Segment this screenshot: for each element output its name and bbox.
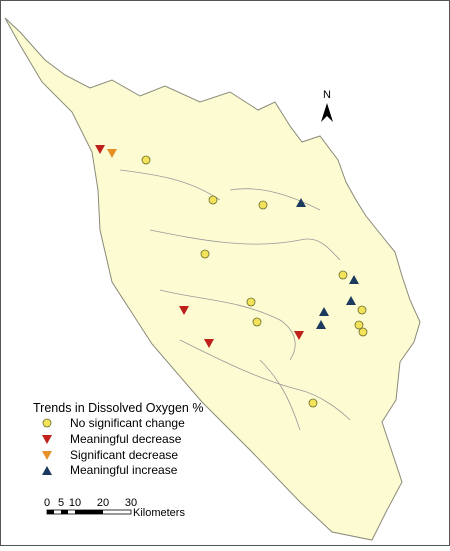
scale-bar-segment: [61, 510, 68, 514]
site-meaningful-decrease: [204, 339, 214, 348]
legend-symbol: [42, 466, 52, 475]
scale-unit: Kilometers: [133, 507, 185, 519]
legend-label: No significant change: [70, 416, 185, 430]
site-no-change: [141, 155, 151, 165]
site-meaningful-decrease: [179, 306, 189, 315]
site-meaningful-decrease: [294, 331, 304, 340]
site-meaningful-increase: [316, 320, 326, 329]
north-arrow: N: [321, 89, 333, 122]
legend: Trends in Dissolved Oxygen % No signific…: [33, 401, 203, 477]
scale-bar-segment: [47, 510, 54, 514]
north-label: N: [323, 89, 331, 101]
scale-tick-label: 10: [69, 497, 81, 509]
scale-tick-label: 20: [97, 497, 109, 509]
site-meaningful-increase: [296, 198, 306, 207]
north-arrow-head: [321, 103, 333, 122]
site-no-change: [354, 320, 364, 330]
scale-tick-label: 30: [125, 497, 137, 509]
site-no-change: [357, 305, 367, 315]
site-no-change: [358, 327, 368, 337]
site-meaningful-increase: [349, 275, 359, 284]
site-no-change: [246, 297, 256, 307]
scale-tick-label: 0: [44, 497, 50, 509]
site-meaningful-increase: [346, 296, 356, 305]
scale-bar-segment: [75, 510, 103, 514]
site-no-change: [258, 200, 268, 210]
site-no-change: [208, 195, 218, 205]
site-significant-decrease: [107, 149, 117, 158]
site-meaningful-increase: [319, 307, 329, 316]
legend-label: Meaningful increase: [70, 463, 178, 477]
legend-label: Meaningful decrease: [70, 432, 182, 446]
scale-tick-label: 5: [58, 497, 64, 509]
site-meaningful-decrease: [95, 145, 105, 154]
legend-symbol: [42, 435, 52, 444]
site-no-change: [308, 398, 318, 408]
legend-title: Trends in Dissolved Oxygen %: [33, 401, 203, 415]
markers: [95, 145, 368, 408]
legend-symbol: [42, 418, 52, 428]
legend-label: Significant decrease: [70, 448, 178, 462]
rivers: [119, 169, 351, 431]
site-no-change: [252, 317, 262, 327]
site-no-change: [338, 270, 348, 280]
land: [4, 17, 421, 541]
legend-symbol: [42, 451, 52, 460]
site-no-change: [200, 249, 210, 259]
scale-bar: 0 5 10 20 30 Kilometers: [44, 497, 186, 519]
